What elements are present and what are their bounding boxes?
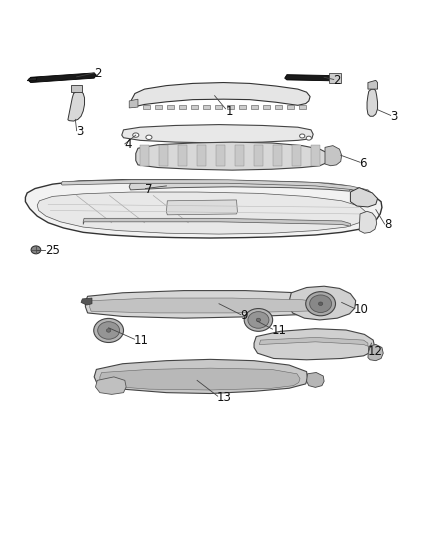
Text: 10: 10 bbox=[354, 303, 369, 316]
Polygon shape bbox=[178, 145, 187, 166]
Polygon shape bbox=[216, 145, 225, 166]
Polygon shape bbox=[131, 83, 310, 107]
Text: 25: 25 bbox=[45, 244, 60, 257]
Text: 13: 13 bbox=[217, 391, 232, 403]
Polygon shape bbox=[90, 298, 333, 313]
Ellipse shape bbox=[244, 309, 272, 332]
Ellipse shape bbox=[256, 318, 261, 322]
Text: 4: 4 bbox=[125, 138, 132, 151]
Polygon shape bbox=[235, 145, 244, 166]
Polygon shape bbox=[307, 373, 324, 387]
Polygon shape bbox=[254, 145, 263, 166]
Polygon shape bbox=[289, 286, 356, 320]
Polygon shape bbox=[179, 106, 186, 109]
Polygon shape bbox=[28, 73, 96, 83]
Polygon shape bbox=[368, 80, 378, 89]
Polygon shape bbox=[350, 188, 378, 207]
Ellipse shape bbox=[318, 302, 323, 305]
Ellipse shape bbox=[98, 322, 120, 339]
Text: 7: 7 bbox=[145, 183, 152, 196]
Polygon shape bbox=[299, 106, 306, 109]
Ellipse shape bbox=[306, 292, 336, 316]
Polygon shape bbox=[85, 290, 343, 318]
Text: 2: 2 bbox=[333, 74, 340, 87]
Polygon shape bbox=[254, 329, 374, 360]
Polygon shape bbox=[368, 344, 383, 361]
Polygon shape bbox=[311, 145, 320, 166]
Polygon shape bbox=[143, 106, 150, 109]
Polygon shape bbox=[263, 106, 270, 109]
Polygon shape bbox=[287, 106, 294, 109]
Ellipse shape bbox=[300, 134, 305, 138]
Ellipse shape bbox=[306, 136, 311, 140]
Text: 11: 11 bbox=[134, 334, 148, 346]
Polygon shape bbox=[129, 181, 350, 191]
Ellipse shape bbox=[106, 329, 111, 332]
Polygon shape bbox=[95, 377, 126, 394]
Polygon shape bbox=[329, 73, 341, 83]
Polygon shape bbox=[155, 106, 162, 109]
Text: 3: 3 bbox=[390, 110, 397, 123]
Text: 9: 9 bbox=[240, 309, 247, 322]
Polygon shape bbox=[275, 106, 282, 109]
Polygon shape bbox=[259, 337, 368, 346]
Polygon shape bbox=[166, 200, 237, 215]
Polygon shape bbox=[100, 368, 300, 390]
Polygon shape bbox=[215, 106, 222, 109]
Polygon shape bbox=[203, 106, 210, 109]
Text: 3: 3 bbox=[77, 125, 84, 138]
Ellipse shape bbox=[146, 135, 152, 140]
Polygon shape bbox=[27, 77, 37, 81]
Text: 2: 2 bbox=[94, 67, 102, 80]
Polygon shape bbox=[227, 106, 234, 109]
Text: 8: 8 bbox=[385, 219, 392, 231]
Polygon shape bbox=[61, 180, 371, 196]
Polygon shape bbox=[197, 145, 206, 166]
Polygon shape bbox=[37, 192, 366, 234]
Polygon shape bbox=[239, 106, 246, 109]
Text: 1: 1 bbox=[226, 104, 233, 117]
Polygon shape bbox=[25, 180, 382, 238]
Polygon shape bbox=[285, 75, 333, 81]
Polygon shape bbox=[359, 211, 377, 233]
Polygon shape bbox=[325, 146, 342, 166]
Polygon shape bbox=[367, 89, 378, 116]
Polygon shape bbox=[292, 145, 301, 166]
Ellipse shape bbox=[248, 312, 269, 328]
Polygon shape bbox=[129, 99, 138, 108]
Text: 12: 12 bbox=[368, 345, 383, 358]
Polygon shape bbox=[136, 142, 329, 170]
Polygon shape bbox=[251, 106, 258, 109]
Polygon shape bbox=[140, 145, 149, 166]
Text: 11: 11 bbox=[272, 324, 286, 336]
Polygon shape bbox=[83, 219, 350, 226]
Polygon shape bbox=[159, 145, 168, 166]
Polygon shape bbox=[191, 106, 198, 109]
Ellipse shape bbox=[94, 318, 124, 343]
Polygon shape bbox=[68, 91, 85, 121]
Polygon shape bbox=[273, 145, 282, 166]
Polygon shape bbox=[94, 359, 307, 393]
Ellipse shape bbox=[133, 133, 139, 138]
Ellipse shape bbox=[31, 246, 41, 254]
Text: 6: 6 bbox=[359, 157, 367, 169]
Polygon shape bbox=[81, 298, 92, 305]
Ellipse shape bbox=[310, 295, 332, 312]
Polygon shape bbox=[122, 125, 313, 143]
Polygon shape bbox=[71, 85, 82, 92]
Polygon shape bbox=[167, 106, 174, 109]
